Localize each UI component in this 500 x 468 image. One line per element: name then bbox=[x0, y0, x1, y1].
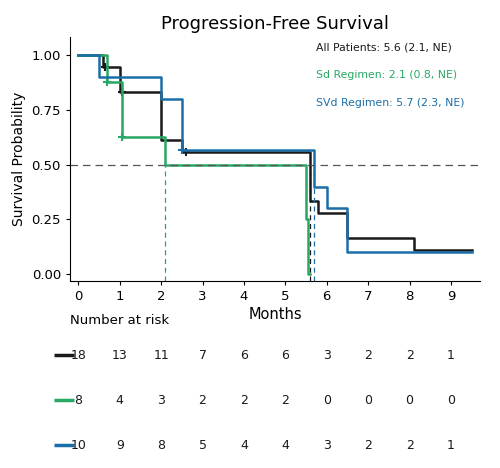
Text: 0: 0 bbox=[364, 394, 372, 407]
Text: 2: 2 bbox=[364, 439, 372, 452]
Text: 9: 9 bbox=[116, 439, 124, 452]
Text: SVd Regimen: 5.7 (2.3, NE): SVd Regimen: 5.7 (2.3, NE) bbox=[316, 98, 464, 108]
Text: 10: 10 bbox=[70, 439, 86, 452]
Text: Sd Regimen: 2.1 (0.8, NE): Sd Regimen: 2.1 (0.8, NE) bbox=[316, 70, 457, 80]
Text: 7: 7 bbox=[198, 349, 206, 362]
Y-axis label: Survival Probability: Survival Probability bbox=[12, 92, 26, 227]
Text: 2: 2 bbox=[198, 394, 206, 407]
Text: 13: 13 bbox=[112, 349, 128, 362]
Text: 2: 2 bbox=[282, 394, 290, 407]
Text: 11: 11 bbox=[153, 349, 169, 362]
Text: 0: 0 bbox=[447, 394, 455, 407]
Text: 0: 0 bbox=[323, 394, 331, 407]
Text: 1: 1 bbox=[447, 349, 455, 362]
Text: 5: 5 bbox=[198, 439, 206, 452]
Title: Progression-Free Survival: Progression-Free Survival bbox=[161, 15, 389, 33]
X-axis label: Months: Months bbox=[248, 307, 302, 322]
Text: All Patients: 5.6 (2.1, NE): All Patients: 5.6 (2.1, NE) bbox=[316, 42, 452, 52]
Text: 1: 1 bbox=[447, 439, 455, 452]
Text: 6: 6 bbox=[240, 349, 248, 362]
Text: 3: 3 bbox=[157, 394, 165, 407]
Text: 2: 2 bbox=[406, 349, 413, 362]
Text: 3: 3 bbox=[323, 349, 330, 362]
Text: 0: 0 bbox=[406, 394, 413, 407]
Text: 6: 6 bbox=[282, 349, 290, 362]
Text: 8: 8 bbox=[157, 439, 165, 452]
Text: Number at risk: Number at risk bbox=[70, 314, 169, 327]
Text: 2: 2 bbox=[240, 394, 248, 407]
Text: 3: 3 bbox=[323, 439, 330, 452]
Text: 18: 18 bbox=[70, 349, 86, 362]
Text: 2: 2 bbox=[364, 349, 372, 362]
Text: 4: 4 bbox=[116, 394, 124, 407]
Text: 4: 4 bbox=[282, 439, 290, 452]
Text: 2: 2 bbox=[406, 439, 413, 452]
Text: 8: 8 bbox=[74, 394, 82, 407]
Text: 4: 4 bbox=[240, 439, 248, 452]
